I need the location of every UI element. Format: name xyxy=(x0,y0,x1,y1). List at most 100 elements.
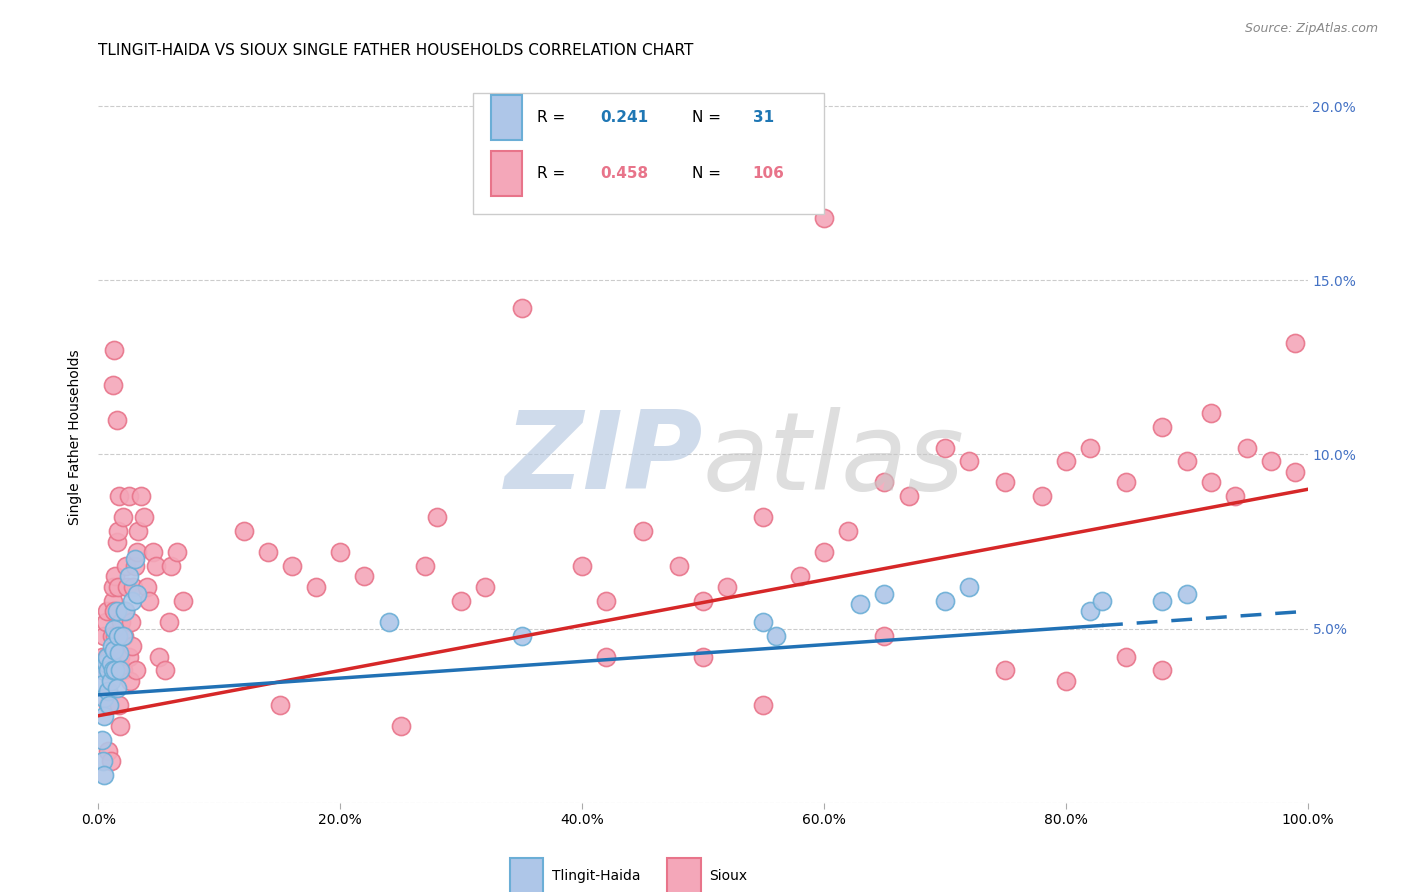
Point xyxy=(96,649,118,664)
Text: ZIP: ZIP xyxy=(505,406,703,512)
Point xyxy=(934,441,956,455)
Point xyxy=(1152,594,1174,608)
Point xyxy=(118,649,141,664)
Point xyxy=(1078,441,1101,455)
Point xyxy=(957,580,980,594)
Point xyxy=(127,545,149,559)
Point xyxy=(103,343,125,357)
Point xyxy=(510,301,533,316)
Point xyxy=(957,454,980,468)
Point xyxy=(108,646,131,660)
Point xyxy=(93,768,115,782)
Point xyxy=(104,569,127,583)
Point xyxy=(166,545,188,559)
Point xyxy=(1152,419,1174,434)
Bar xyxy=(492,151,522,196)
Point xyxy=(305,580,328,594)
Point xyxy=(121,594,143,608)
Point xyxy=(426,510,449,524)
Point xyxy=(100,664,122,678)
Point xyxy=(94,615,117,629)
Point xyxy=(124,552,146,566)
Point xyxy=(353,569,375,583)
Point xyxy=(1152,664,1174,678)
Point xyxy=(849,597,872,611)
Point xyxy=(93,708,115,723)
Point xyxy=(897,489,920,503)
Point xyxy=(692,594,714,608)
Point xyxy=(134,510,156,524)
Point xyxy=(269,698,291,713)
Point xyxy=(103,642,125,657)
Point xyxy=(93,629,115,643)
Point xyxy=(91,664,114,678)
Point xyxy=(127,524,149,538)
Point xyxy=(100,639,122,653)
Point xyxy=(101,377,124,392)
Point xyxy=(105,534,128,549)
Point xyxy=(1199,475,1222,490)
Point xyxy=(813,545,835,559)
Point xyxy=(1175,454,1198,468)
Point xyxy=(108,489,131,503)
Point xyxy=(97,684,120,698)
FancyBboxPatch shape xyxy=(474,94,824,214)
Text: 0.458: 0.458 xyxy=(600,166,648,181)
Text: atlas: atlas xyxy=(703,407,965,511)
Point xyxy=(118,673,141,688)
Point xyxy=(1031,489,1053,503)
Point xyxy=(100,754,122,768)
Text: N =: N = xyxy=(692,110,725,125)
Point xyxy=(994,475,1017,490)
Text: R =: R = xyxy=(537,110,571,125)
Point xyxy=(813,211,835,225)
Text: Source: ZipAtlas.com: Source: ZipAtlas.com xyxy=(1244,22,1378,36)
Point xyxy=(157,615,180,629)
Text: Tlingit-Haida: Tlingit-Haida xyxy=(551,869,640,883)
Point xyxy=(107,629,129,643)
Point xyxy=(281,558,304,573)
Point xyxy=(97,698,120,713)
Point xyxy=(118,569,141,583)
Point xyxy=(100,673,122,688)
Point xyxy=(450,594,472,608)
Point xyxy=(104,664,127,678)
Point xyxy=(873,629,896,643)
Point xyxy=(752,615,775,629)
Bar xyxy=(666,858,700,892)
Point xyxy=(124,558,146,573)
Point xyxy=(1260,454,1282,468)
Point xyxy=(118,489,141,503)
Point xyxy=(129,489,152,503)
Point xyxy=(153,664,176,678)
Point xyxy=(135,580,157,594)
Point xyxy=(994,664,1017,678)
Point xyxy=(111,664,134,678)
Point xyxy=(1078,604,1101,618)
Point xyxy=(256,545,278,559)
Point xyxy=(120,615,142,629)
Point xyxy=(413,558,436,573)
Point xyxy=(97,684,120,698)
Text: 106: 106 xyxy=(752,166,785,181)
Point xyxy=(112,629,135,643)
Point xyxy=(100,657,122,671)
Text: TLINGIT-HAIDA VS SIOUX SINGLE FATHER HOUSEHOLDS CORRELATION CHART: TLINGIT-HAIDA VS SIOUX SINGLE FATHER HOU… xyxy=(98,43,693,58)
Point xyxy=(125,664,148,678)
Point xyxy=(111,629,134,643)
Point xyxy=(138,594,160,608)
Point xyxy=(377,615,399,629)
Point xyxy=(96,649,118,664)
Point xyxy=(108,698,131,713)
Point xyxy=(934,594,956,608)
Point xyxy=(148,649,170,664)
Point xyxy=(1199,406,1222,420)
Point xyxy=(91,664,114,678)
Point xyxy=(93,691,115,706)
Point xyxy=(389,719,412,733)
Point xyxy=(232,524,254,538)
Point xyxy=(873,475,896,490)
Point xyxy=(571,558,593,573)
Point xyxy=(105,664,128,678)
Point xyxy=(122,580,145,594)
